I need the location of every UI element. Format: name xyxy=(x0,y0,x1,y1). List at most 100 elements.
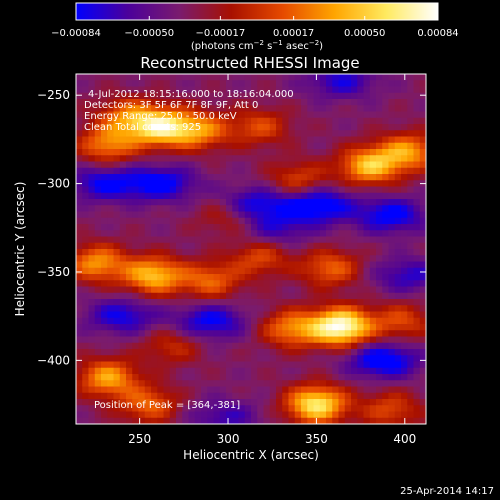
heatmap-pixel xyxy=(394,74,402,81)
heatmap-pixel xyxy=(101,405,108,412)
heatmap-pixel xyxy=(113,405,121,412)
heatmap-pixel xyxy=(113,349,121,356)
heatmap-pixel xyxy=(107,386,114,394)
heatmap-pixel xyxy=(257,405,264,412)
heatmap-pixel xyxy=(282,205,289,212)
heatmap-pixel xyxy=(407,186,414,194)
heatmap-pixel xyxy=(294,374,302,381)
heatmap-pixel xyxy=(219,180,227,187)
heatmap-pixel xyxy=(288,399,296,406)
heatmap-pixel xyxy=(382,105,389,112)
heatmap-pixel xyxy=(213,149,221,156)
heatmap-pixel xyxy=(219,324,227,331)
heatmap-pixel xyxy=(276,167,283,175)
heatmap-pixel xyxy=(326,280,333,287)
heatmap-pixel xyxy=(263,411,271,419)
heatmap-pixel xyxy=(363,117,371,125)
heatmap-pixel xyxy=(388,342,396,350)
heatmap-pixel xyxy=(119,267,127,275)
heatmap-pixel xyxy=(126,299,133,306)
heatmap-pixel xyxy=(388,230,396,237)
heatmap-pixel xyxy=(257,130,264,137)
heatmap-pixel xyxy=(101,274,108,281)
heatmap-pixel xyxy=(126,386,133,394)
heatmap-pixel xyxy=(107,199,114,206)
heatmap-pixel xyxy=(138,124,146,131)
heatmap-pixel xyxy=(244,292,252,300)
heatmap-pixel xyxy=(238,124,246,131)
heatmap-pixel xyxy=(94,292,102,300)
heatmap-pixel xyxy=(119,192,127,200)
heatmap-pixel xyxy=(357,380,364,387)
heatmap-pixel xyxy=(401,336,408,344)
heatmap-pixel xyxy=(244,117,252,125)
heatmap-pixel xyxy=(401,305,408,312)
heatmap-pixel xyxy=(107,92,114,100)
heatmap-pixel xyxy=(207,161,214,169)
heatmap-pixel xyxy=(407,311,414,319)
heatmap-pixel xyxy=(294,299,302,306)
heatmap-pixel xyxy=(269,349,277,356)
heatmap-pixel xyxy=(394,86,402,94)
heatmap-pixel xyxy=(226,174,233,181)
heatmap-pixel xyxy=(301,174,308,181)
heatmap-pixel xyxy=(319,130,327,137)
heatmap-pixel xyxy=(188,417,196,425)
heatmap-pixel xyxy=(344,374,352,381)
heatmap-pixel xyxy=(351,305,358,312)
heatmap-pixel xyxy=(269,249,277,256)
heatmap-pixel xyxy=(313,261,321,269)
heatmap-pixel xyxy=(338,399,346,406)
heatmap-pixel xyxy=(332,80,339,87)
heatmap-pixel xyxy=(357,149,364,156)
heatmap-pixel xyxy=(269,405,277,412)
heatmap-pixel xyxy=(144,205,152,212)
heatmap-pixel xyxy=(326,192,333,200)
heatmap-pixel xyxy=(207,249,214,256)
heatmap-pixel xyxy=(269,205,277,212)
heatmap-pixel xyxy=(107,205,114,212)
heatmap-pixel xyxy=(219,355,227,362)
heatmap-pixel xyxy=(144,217,152,225)
heatmap-pixel xyxy=(263,180,271,187)
heatmap-pixel xyxy=(419,342,427,350)
heatmap-pixel xyxy=(219,242,227,250)
heatmap-pixel xyxy=(107,86,114,94)
heatmap-pixel xyxy=(351,274,358,281)
heatmap-pixel xyxy=(157,105,164,112)
heatmap-pixel xyxy=(126,117,133,125)
heatmap-pixel xyxy=(194,205,202,212)
heatmap-pixel xyxy=(301,192,308,200)
heatmap-pixel xyxy=(376,417,383,425)
heatmap-pixel xyxy=(401,174,408,181)
heatmap-pixel xyxy=(276,117,283,125)
heatmap-pixel xyxy=(113,324,121,331)
heatmap-pixel xyxy=(276,399,283,406)
heatmap-pixel xyxy=(313,274,321,281)
plot-frame xyxy=(75,73,427,425)
heatmap-pixel xyxy=(251,367,258,375)
heatmap-pixel xyxy=(213,242,221,250)
heatmap-pixel xyxy=(344,336,352,344)
heatmap-pixel xyxy=(294,105,302,112)
heatmap-pixel xyxy=(244,174,252,181)
heatmap-pixel xyxy=(319,80,327,87)
heatmap-pixel xyxy=(288,274,296,281)
heatmap-pixel xyxy=(357,124,364,131)
heatmap-pixel xyxy=(119,199,127,206)
heatmap-pixel xyxy=(113,367,121,375)
heatmap-pixel xyxy=(326,117,333,125)
heatmap-pixel xyxy=(219,411,227,419)
heatmap-pixel xyxy=(394,286,402,294)
heatmap-pixel xyxy=(344,217,352,225)
heatmap-pixel xyxy=(251,417,258,425)
heatmap-pixel xyxy=(307,317,314,325)
heatmap-image xyxy=(76,74,427,425)
heatmap-pixel xyxy=(113,274,121,281)
heatmap-pixel xyxy=(407,117,414,125)
heatmap-pixel xyxy=(338,242,346,250)
heatmap-pixel xyxy=(82,367,89,375)
heatmap-pixel xyxy=(119,336,127,344)
heatmap-pixel xyxy=(201,411,208,419)
heatmap-pixel xyxy=(94,305,102,312)
